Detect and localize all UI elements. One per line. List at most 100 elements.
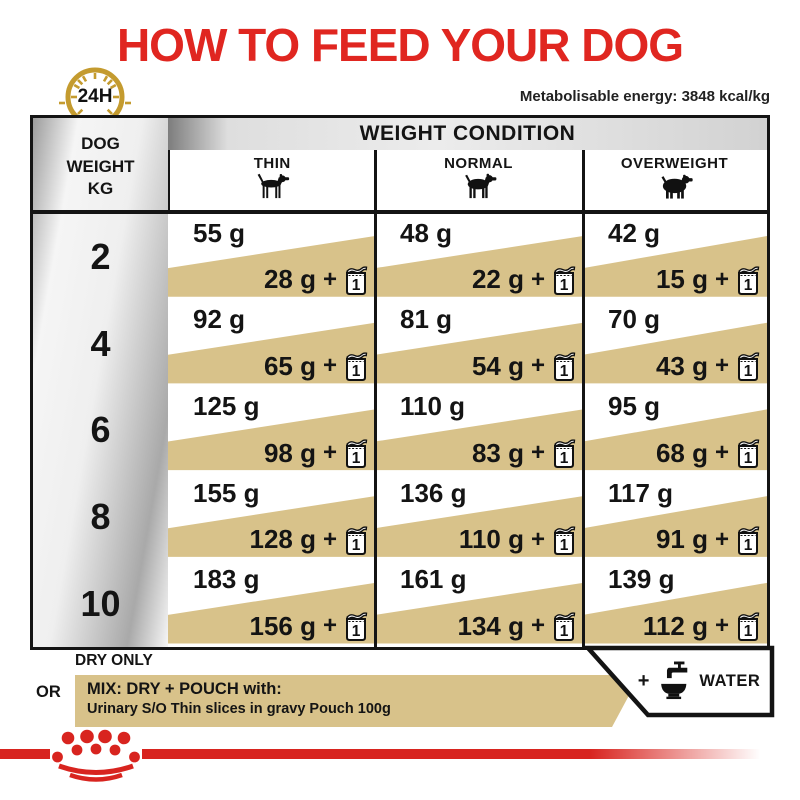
- mix-amount: 112 g: [642, 610, 708, 641]
- mix-amount: 156 g: [249, 610, 316, 641]
- page-title: HOW TO FEED YOUR DOG: [116, 19, 684, 71]
- plus-sign: +: [530, 612, 545, 640]
- mix-row: 43 g + 1: [656, 351, 760, 382]
- mix-row: 15 g + 1: [656, 264, 760, 295]
- plus-sign: +: [530, 352, 545, 380]
- dog-weight-value: 2: [90, 235, 111, 277]
- dry-amount: 92 g: [193, 304, 246, 335]
- mix-row: 98 g + 1: [264, 438, 368, 469]
- mix-note-box: MIX: DRY + POUCH with: Urinary S/O Thin …: [75, 675, 640, 727]
- mix-product: Urinary S/O Thin slices in gravy Pouch 1…: [87, 701, 391, 717]
- feeding-cell: 70 g 43 g + 1: [583, 300, 767, 387]
- mix-row: 28 g + 1: [264, 264, 368, 295]
- water-content: + WATER: [628, 655, 770, 707]
- dog-weight-value: 8: [90, 495, 111, 537]
- condition-normal: NORMAL: [375, 150, 583, 210]
- water-label: WATER: [699, 671, 761, 690]
- dog-weight-kg-header: DOG WEIGHT KG: [66, 133, 135, 199]
- pouch-icon: 1: [346, 526, 368, 555]
- mix-amount: 128 g: [249, 524, 316, 555]
- plus-sign: +: [530, 525, 545, 553]
- feeding-cell: 48 g 22 g + 1: [375, 214, 583, 301]
- svg-text:1: 1: [744, 363, 753, 380]
- mix-row: 68 g + 1: [656, 438, 760, 469]
- pouch-icon: 1: [554, 526, 576, 555]
- dry-amount: 42 g: [608, 217, 661, 248]
- mix-amount: 91 g: [655, 524, 708, 555]
- weight-column-background: [33, 118, 168, 647]
- mix-amount: 83 g: [471, 437, 524, 468]
- mix-row: 134 g + 1: [457, 611, 576, 642]
- pouch-icon: 1: [738, 266, 760, 295]
- feeding-cell: 136 g 110 g + 1: [375, 474, 583, 561]
- plus-sign: +: [322, 352, 337, 380]
- red-rule-left: [0, 749, 50, 759]
- clock-24h-icon: 24H: [58, 60, 132, 139]
- weight-condition-header: WEIGHT CONDITION: [168, 118, 767, 150]
- mix-row: 65 g + 1: [264, 351, 368, 382]
- condition-thin: THIN: [170, 150, 375, 210]
- svg-text:1: 1: [560, 450, 569, 467]
- dry-amount: 81 g: [400, 304, 453, 335]
- mix-row: 54 g + 1: [472, 351, 576, 382]
- svg-text:1: 1: [744, 623, 753, 640]
- pouch-icon: 1: [738, 439, 760, 469]
- condition-overweight: OVERWEIGHT: [583, 150, 767, 210]
- feeding-cell: 125 g 98 g + 1: [168, 387, 375, 474]
- feeding-cell: 183 g 156 g + 1: [168, 560, 375, 647]
- dry-amount: 136 g: [400, 477, 467, 508]
- dry-amount: 48 g: [400, 217, 453, 248]
- pouch-icon: 1: [738, 352, 760, 382]
- condition-thin-label: THIN: [253, 155, 291, 172]
- dry-only-label: DRY ONLY: [75, 652, 153, 669]
- mix-amount: 68 g: [655, 437, 708, 468]
- pouch-icon: 1: [554, 612, 576, 642]
- feeding-table: WEIGHT CONDITION DOG WEIGHT KG THIN: [30, 115, 770, 650]
- condition-overweight-label: OVERWEIGHT: [620, 155, 729, 172]
- water-plus-sign: +: [637, 669, 650, 692]
- feeding-cell: 95 g 68 g + 1: [583, 387, 767, 474]
- plus-sign: +: [530, 265, 545, 293]
- plus-sign: +: [322, 439, 337, 467]
- feeding-cell: 81 g 54 g + 1: [375, 300, 583, 387]
- mix-amount: 15 g: [655, 264, 708, 295]
- mix-amount: 65 g: [263, 350, 316, 381]
- mix-amount: 98 g: [263, 437, 316, 468]
- svg-text:1: 1: [744, 537, 753, 554]
- thin-dog-icon: [257, 173, 290, 199]
- svg-text:1: 1: [560, 277, 569, 294]
- condition-normal-label: NORMAL: [444, 155, 513, 172]
- pouch-icon: 1: [554, 352, 576, 382]
- plus-sign: +: [714, 612, 729, 640]
- clock-24h-label: 24H: [77, 86, 113, 107]
- svg-text:1: 1: [560, 363, 569, 380]
- svg-text:1: 1: [744, 277, 753, 294]
- feeding-grid: 2 55 g 28 g + 1 48 g 22 g + 1 42 g 15 g + 1 4 92…: [33, 214, 767, 648]
- pouch-icon: 1: [738, 612, 760, 642]
- mix-amount: 54 g: [471, 350, 524, 381]
- energy-note: Metabolisable energy: 3848 kcal/kg: [519, 88, 770, 105]
- overweight-dog-icon: [661, 174, 693, 199]
- svg-text:1: 1: [560, 537, 569, 554]
- plus-sign: +: [322, 612, 337, 640]
- svg-text:1: 1: [352, 450, 361, 467]
- or-label: OR: [36, 683, 61, 701]
- svg-text:1: 1: [744, 450, 753, 467]
- crown-logo: [44, 728, 148, 791]
- svg-text:1: 1: [352, 277, 361, 294]
- dry-amount: 95 g: [608, 390, 661, 421]
- plus-sign: +: [714, 525, 729, 553]
- feeding-cell: 92 g 65 g + 1: [168, 300, 375, 387]
- feeding-cell: 161 g 134 g + 1: [375, 560, 583, 647]
- plus-sign: +: [530, 439, 545, 467]
- column-divider-2: [582, 150, 585, 647]
- mix-amount: 43 g: [655, 350, 708, 381]
- water-box: [580, 645, 775, 725]
- mix-row: 156 g + 1: [249, 611, 368, 642]
- dry-amount: 139 g: [608, 564, 675, 595]
- svg-text:1: 1: [560, 623, 569, 640]
- plus-sign: +: [714, 265, 729, 293]
- normal-dog-icon: [464, 173, 496, 199]
- mix-amount: 28 g: [263, 264, 316, 295]
